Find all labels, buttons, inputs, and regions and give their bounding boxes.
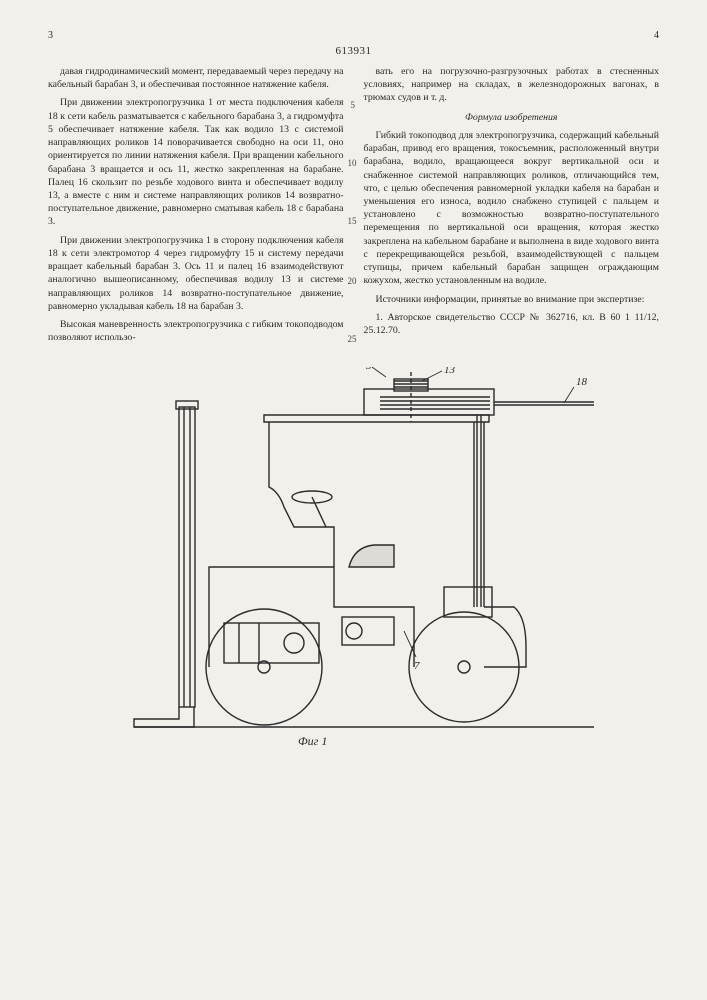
line-num-10: 10 bbox=[348, 157, 357, 169]
left-p4: Высокая маневренность электропогрузчика … bbox=[48, 318, 344, 344]
callout-13: 13 bbox=[444, 367, 456, 376]
page-num-right: 4 bbox=[654, 30, 659, 41]
sources-title: Источники информации, принятые во вниман… bbox=[364, 293, 660, 306]
page-num-left: 3 bbox=[48, 30, 53, 41]
callout-3: 3 bbox=[365, 367, 372, 372]
left-p3: При движении электропогрузчика 1 в сторо… bbox=[48, 234, 344, 313]
formula-body: Гибкий токоподвод для электропогрузчика,… bbox=[364, 129, 660, 288]
patent-number: 613931 bbox=[48, 45, 659, 57]
forklift-diagram: 3 13 18 7 bbox=[94, 367, 614, 742]
source-1: 1. Авторское свидетельство СССР № 362716… bbox=[364, 311, 660, 337]
line-num-15: 15 bbox=[348, 215, 357, 227]
callout-7: 7 bbox=[414, 660, 420, 672]
left-p2: При движении электропогрузчика 1 от мест… bbox=[48, 96, 344, 228]
right-intro: вать его на погрузочно-разгрузочных рабо… bbox=[364, 65, 660, 105]
line-num-25: 25 bbox=[348, 333, 357, 345]
figure-label: Фиг 1 bbox=[298, 734, 327, 749]
right-column: вать его на погрузочно-разгрузочных рабо… bbox=[364, 65, 660, 349]
figure-1: 3 13 18 7 Фиг 1 bbox=[48, 367, 659, 747]
left-column: давая гидродинамический момент, передава… bbox=[48, 65, 344, 349]
left-p1: давая гидродинамический момент, передава… bbox=[48, 65, 344, 91]
formula-title: Формула изобретения bbox=[364, 111, 660, 124]
callout-18: 18 bbox=[576, 376, 588, 388]
line-num-5: 5 bbox=[351, 99, 356, 111]
line-num-20: 20 bbox=[348, 275, 357, 287]
